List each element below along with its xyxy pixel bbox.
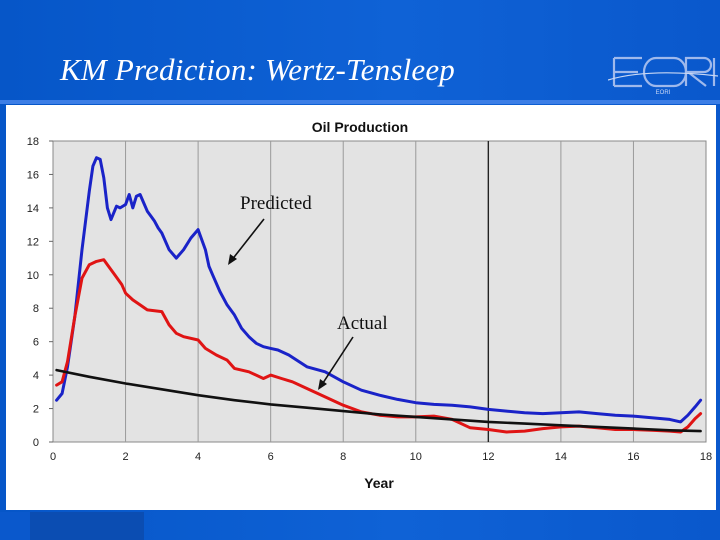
x-tick-label: 16: [627, 451, 639, 463]
y-tick-label: 10: [27, 270, 39, 282]
x-tick-label: 0: [50, 451, 56, 463]
actual-arrowhead: [318, 379, 327, 390]
x-tick-label: 4: [195, 451, 201, 463]
annotation-arrows: [228, 218, 354, 390]
y-tick-label: 18: [27, 136, 39, 148]
y-tick-label: 16: [27, 169, 39, 181]
predicted-arrow: [230, 218, 265, 262]
series-line-predicted: [55, 156, 703, 424]
series-lines: [55, 156, 703, 434]
y-tick-label: 14: [27, 203, 39, 215]
tick-labels: 0 2 4 6 8 10 12 14 16 18 0 2 4 6 8 10 12 14 16 18: [27, 136, 712, 463]
x-tick-label: 14: [555, 451, 567, 463]
y-tick-label: 6: [33, 337, 39, 349]
oil-production-chart: 0 2 4 6 8 10 12 14 16 18 0 2 4 6 8 10 12 14 16 18 Oil Produ…: [27, 119, 712, 491]
y-tick-label: 8: [33, 303, 39, 315]
title-divider: [0, 100, 720, 104]
y-tick-label: 12: [27, 236, 39, 248]
actual-annotation: Actual: [337, 313, 388, 334]
chart-title: Oil Production: [312, 119, 408, 135]
footer-strip: [0, 512, 30, 540]
y-tick-label: 0: [33, 437, 39, 449]
slide-title: KM Prediction: Wertz-Tensleep: [60, 52, 455, 87]
y-tick-label: 4: [33, 370, 39, 382]
footer-block: [30, 512, 144, 540]
eori-logo: EORI: [608, 56, 718, 96]
chart-panel: 0 2 4 6 8 10 12 14 16 18 0 2 4 6 8 10 12 14 16 18 Oil Produ…: [6, 105, 716, 510]
x-tick-label: 6: [268, 451, 274, 463]
x-tick-label: 12: [482, 451, 494, 463]
x-axis-label: Year: [364, 475, 394, 491]
predicted-annotation: Predicted: [240, 193, 312, 214]
predicted-arrowhead: [228, 254, 237, 265]
series-line-trend: [55, 368, 702, 433]
actual-arrow: [320, 336, 354, 387]
y-tick-label: 2: [33, 404, 39, 416]
x-tick-label: 10: [410, 451, 422, 463]
logo-text: EORI: [656, 90, 671, 96]
x-tick-label: 8: [340, 451, 346, 463]
plot-area: [52, 140, 707, 443]
x-tick-label: 2: [122, 451, 128, 463]
grid-lines: [125, 141, 634, 442]
x-tick-label: 18: [700, 451, 712, 463]
